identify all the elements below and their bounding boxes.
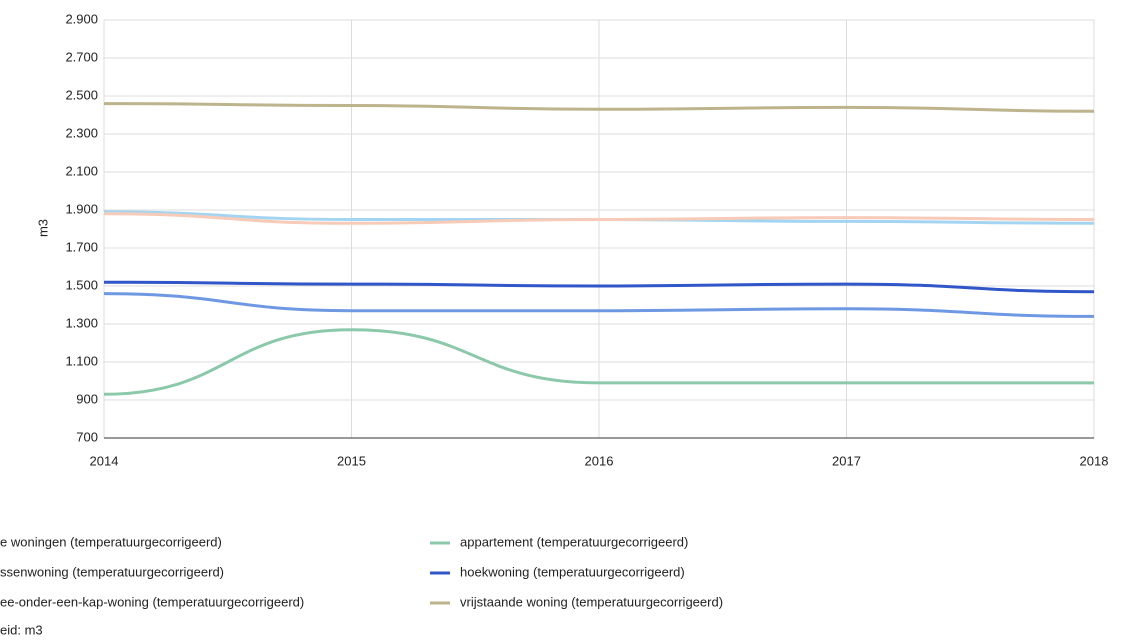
y-axis-label: m3 — [35, 219, 50, 237]
legend-label: vrijstaande woning (temperatuurgecorrige… — [460, 594, 723, 609]
y-tick-label: 1.900 — [65, 201, 98, 216]
series-line — [103, 280, 1095, 294]
x-tick-label: 2015 — [337, 453, 366, 468]
series-line — [103, 212, 1095, 225]
y-tick-label: 2.900 — [65, 11, 98, 26]
y-tick-label: 2.100 — [65, 163, 98, 178]
y-tick-label: 2.300 — [65, 125, 98, 140]
legend-label: appartement (temperatuurgecorrigeerd) — [460, 534, 688, 549]
legend-label: ee-onder-een-kap-woning (temperatuurgeco… — [0, 594, 304, 609]
footnote: eid: m3 — [0, 622, 43, 637]
y-tick-label: 1.300 — [65, 315, 98, 330]
x-tick-label: 2014 — [90, 453, 119, 468]
legend-label: ssenwoning (temperatuurgecorrigeerd) — [0, 564, 224, 579]
series-line — [103, 292, 1095, 318]
x-tick-label: 2017 — [832, 453, 861, 468]
legend-label: e woningen (temperatuurgecorrigeerd) — [0, 534, 222, 549]
y-tick-label: 900 — [76, 391, 98, 406]
y-tick-label: 2.500 — [65, 87, 98, 102]
series-line — [103, 328, 1094, 396]
y-tick-label: 1.500 — [65, 277, 98, 292]
y-tick-label: 1.100 — [65, 353, 98, 368]
y-tick-label: 2.700 — [65, 49, 98, 64]
legend-label: hoekwoning (temperatuurgecorrigeerd) — [460, 564, 685, 579]
y-tick-label: 700 — [76, 429, 98, 444]
x-tick-label: 2016 — [585, 453, 614, 468]
series-line — [103, 102, 1095, 113]
x-tick-label: 2018 — [1080, 453, 1109, 468]
y-tick-label: 1.700 — [65, 239, 98, 254]
